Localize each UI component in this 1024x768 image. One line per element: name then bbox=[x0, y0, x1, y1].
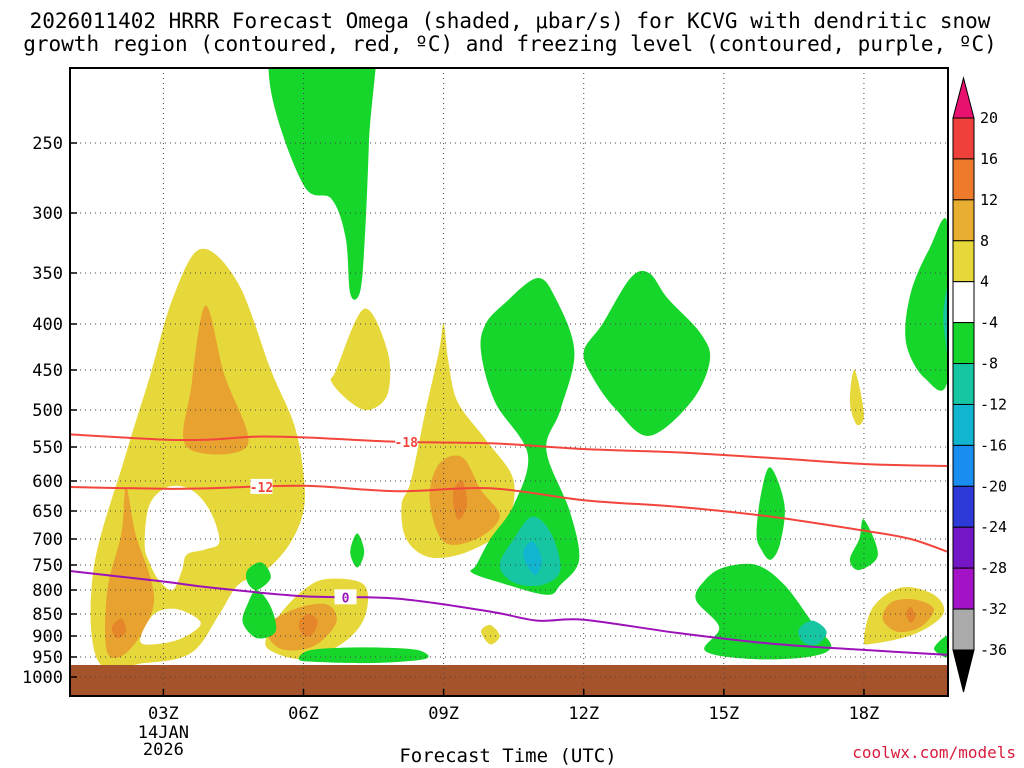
omega-region-pos4-5 bbox=[849, 369, 864, 426]
omega-region-neg4-18 bbox=[242, 589, 277, 639]
x-tick-sublabel-0: 14JAN bbox=[138, 723, 189, 743]
plot-frame bbox=[69, 67, 949, 697]
omega-region-neg8-31 bbox=[798, 620, 827, 646]
contour-label-bg-dgz-minus-18 bbox=[395, 433, 418, 449]
contour-label-bg-dgz-minus-12 bbox=[250, 478, 273, 494]
omega-region-neg4-29 bbox=[934, 635, 948, 658]
colorbar-bin-11 bbox=[952, 567, 975, 610]
colorbar-bin-8 bbox=[952, 444, 975, 487]
y-tick-label-900: 900 bbox=[32, 627, 63, 647]
title-line-1: 2026011402 HRRR Forecast Omega (shaded, … bbox=[30, 9, 991, 33]
colorbar-bin-1 bbox=[952, 158, 975, 201]
omega-region-neg4-16 bbox=[144, 485, 220, 591]
omega-region-neg4-21 bbox=[350, 533, 365, 568]
omega-region-neg8-32 bbox=[943, 287, 948, 355]
title-line-2: growth region (contoured, red, ºC) and f… bbox=[23, 32, 997, 56]
omega-region-pos8-7 bbox=[183, 305, 249, 455]
colorbar-bin-7 bbox=[952, 403, 975, 446]
omega-region-pos12-14 bbox=[452, 480, 468, 520]
y-tick-label-850: 850 bbox=[32, 605, 63, 625]
colorbar-label-4: 4 bbox=[980, 273, 989, 291]
colorbar-label-8: -16 bbox=[980, 436, 1007, 454]
contour-label-freezing-level: 0 bbox=[342, 591, 350, 606]
colorbar-bin-0 bbox=[952, 117, 975, 160]
omega-region-neg4-23 bbox=[470, 278, 580, 595]
omega-region-pos4-2 bbox=[330, 308, 391, 411]
y-tick-label-1000: 1000 bbox=[22, 668, 63, 688]
x-tick-sublabel-1: 2026 bbox=[143, 740, 184, 760]
colorbar-label-5: -4 bbox=[980, 314, 998, 332]
y-tick-label-500: 500 bbox=[32, 401, 63, 421]
colorbar-top-arrow bbox=[952, 76, 975, 119]
colorbar-label-6: -8 bbox=[980, 355, 998, 373]
x-tick-label-06Z: 06Z bbox=[288, 704, 319, 724]
pressure-axis: 2503003504004505005506006507007508008509… bbox=[22, 134, 77, 688]
colorbar-bin-9 bbox=[952, 485, 975, 528]
x-tick-label-03Z: 03Z bbox=[148, 704, 179, 724]
y-tick-label-950: 950 bbox=[32, 648, 63, 668]
x-tick-label-18Z: 18Z bbox=[849, 704, 880, 724]
temperature-contours: -18 -12 0 bbox=[69, 433, 949, 656]
colorbar-label-2: 12 bbox=[980, 191, 998, 209]
colorbar-bin-3 bbox=[952, 240, 975, 283]
colorbar-label-3: 8 bbox=[980, 232, 989, 250]
ground-mask bbox=[70, 665, 948, 696]
chart-title: 2026011402 HRRR Forecast Omega (shaded, … bbox=[23, 9, 997, 56]
omega-region-pos12-15 bbox=[906, 606, 916, 623]
colorbar-label-10: -24 bbox=[980, 518, 1007, 536]
omega-region-pos4-4 bbox=[481, 624, 500, 645]
y-tick-label-300: 300 bbox=[32, 204, 63, 224]
omega-region-pos12-13 bbox=[298, 613, 318, 637]
omega-region-pos12-12 bbox=[111, 618, 127, 639]
credit-link[interactable]: coolwx.com/models bbox=[852, 743, 1016, 762]
omega-region-neg4-28 bbox=[905, 218, 948, 391]
omega-region-neg4-25 bbox=[695, 563, 832, 660]
colorbar-bin-5 bbox=[952, 322, 975, 365]
colorbar-bin-12 bbox=[952, 608, 975, 651]
x-axis-label: Forecast Time (UTC) bbox=[399, 745, 616, 767]
omega-shading bbox=[90, 68, 948, 669]
colorbar-label-11: -28 bbox=[980, 559, 1007, 577]
y-tick-label-450: 450 bbox=[32, 361, 63, 381]
y-tick-label-350: 350 bbox=[32, 264, 63, 284]
y-tick-label-650: 650 bbox=[32, 502, 63, 522]
contour-line-dgz-minus-18 bbox=[69, 433, 949, 467]
contour-label-dgz-minus-18: -18 bbox=[395, 436, 419, 451]
colorbar-label-1: 16 bbox=[980, 150, 998, 168]
x-tick-label-09Z: 09Z bbox=[428, 704, 459, 724]
omega-region-neg4-24 bbox=[583, 270, 711, 436]
colorbar-bottom-arrow bbox=[952, 649, 975, 693]
omega-region-pos8-8 bbox=[105, 487, 155, 659]
contour-line-freezing-level bbox=[69, 570, 949, 656]
colorbar-label-7: -12 bbox=[980, 395, 1007, 413]
colorbar-bin-6 bbox=[952, 363, 975, 405]
omega-region-neg4-22 bbox=[298, 647, 429, 664]
y-tick-label-250: 250 bbox=[32, 134, 63, 154]
colorbar: 20 16 12 8 4 -4 -8 -12 -16 -20 -24 -28 -32 -36 bbox=[952, 76, 1007, 693]
x-tick-label-12Z: 12Z bbox=[568, 704, 599, 724]
y-tick-label-550: 550 bbox=[32, 438, 63, 458]
omega-region-neg12-33 bbox=[522, 541, 542, 576]
contour-label-bg-freezing-level bbox=[334, 589, 357, 605]
x-tick-label-15Z: 15Z bbox=[708, 704, 739, 724]
contour-label-dgz-minus-12: -12 bbox=[250, 481, 273, 496]
y-tick-label-750: 750 bbox=[32, 556, 63, 576]
y-tick-label-600: 600 bbox=[32, 472, 63, 492]
colorbar-label-9: -20 bbox=[980, 477, 1007, 495]
omega-region-neg4-20 bbox=[245, 562, 271, 591]
colorbar-label-13: -36 bbox=[980, 641, 1007, 659]
colorbar-bin-4 bbox=[952, 281, 975, 324]
omega-region-neg4-19 bbox=[268, 68, 376, 300]
y-tick-label-400: 400 bbox=[32, 315, 63, 335]
colorbar-bin-10 bbox=[952, 526, 975, 569]
y-tick-label-800: 800 bbox=[32, 581, 63, 601]
y-tick-label-700: 700 bbox=[32, 530, 63, 550]
contour-line-dgz-minus-12 bbox=[69, 484, 949, 553]
colorbar-label-0: 20 bbox=[980, 109, 998, 127]
colorbar-label-12: -32 bbox=[980, 600, 1007, 618]
omega-region-neg4-26 bbox=[756, 467, 785, 560]
colorbar-bin-2 bbox=[952, 199, 975, 242]
